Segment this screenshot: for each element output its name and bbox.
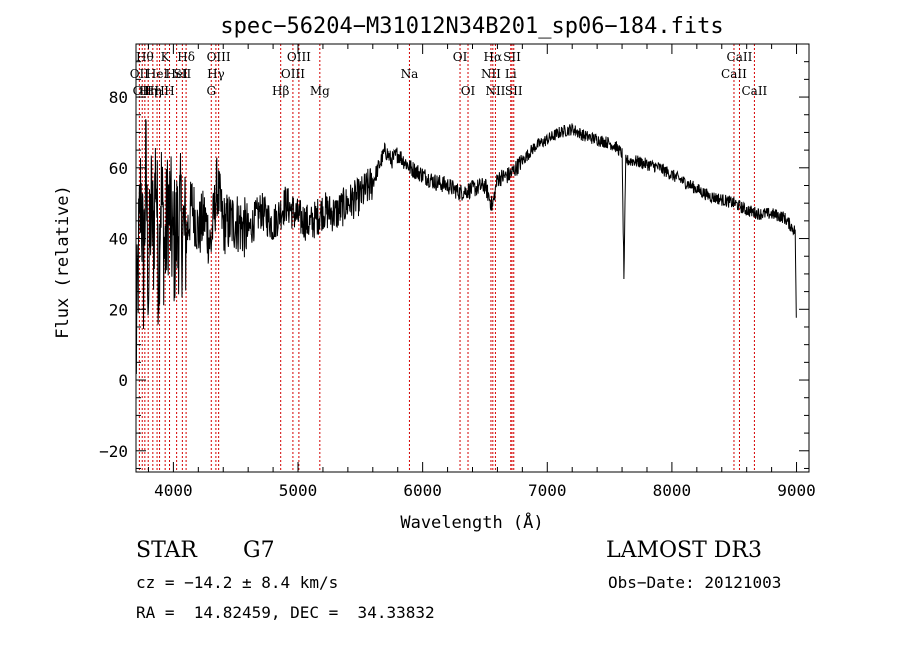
spectral-line-labels: OIIOIIHθHηHηHeIHKHHeISIIHδGHγOIIIHβOIIIO… xyxy=(130,50,768,98)
y-tick-label: 80 xyxy=(109,88,128,107)
line-label: Hδ xyxy=(177,50,195,64)
line-label: Hα xyxy=(484,50,503,64)
spectrum-line xyxy=(135,119,797,375)
line-label: SII xyxy=(174,67,192,81)
line-label: OI xyxy=(461,84,476,98)
axis-ticks: 4000 5000 6000 7000 8000 9000 −20 0 20 40 60 80 xyxy=(99,44,816,500)
object-class: STAR xyxy=(136,538,197,563)
line-label: Hγ xyxy=(207,67,225,81)
x-tick-label: 6000 xyxy=(403,481,442,500)
y-tick-label: 60 xyxy=(109,159,128,178)
line-label: H xyxy=(154,84,164,98)
line-label: OII xyxy=(133,84,153,98)
line-label: Li xyxy=(505,67,517,81)
line-label: SII xyxy=(505,84,523,98)
line-label: K xyxy=(161,50,171,64)
line-label: HeI xyxy=(146,67,169,81)
line-label: HeI xyxy=(165,67,188,81)
line-label: OIII xyxy=(287,50,311,64)
x-tick-label: 9000 xyxy=(777,481,816,500)
y-axis-label: Flux (relative) xyxy=(53,185,73,339)
plot-frame xyxy=(135,43,810,473)
survey-name: LAMOST DR3 xyxy=(606,538,762,563)
line-label: OI xyxy=(453,50,468,64)
line-label: Na xyxy=(401,67,419,81)
line-label: CaII xyxy=(721,67,747,81)
line-label: SII xyxy=(503,50,521,64)
object-subclass: G7 xyxy=(243,538,275,563)
line-label: Hη xyxy=(139,84,157,98)
x-tick-label: 7000 xyxy=(528,481,567,500)
spectrum-trace xyxy=(135,119,797,375)
line-label: G xyxy=(206,84,216,98)
line-label: Hβ xyxy=(272,84,289,98)
coordinates-text: RA = 14.82459, DEC = 34.33832 xyxy=(136,603,435,622)
line-label: Mg xyxy=(310,84,330,98)
y-tick-label: 20 xyxy=(109,300,128,319)
line-label: NII xyxy=(485,84,505,98)
line-label: OII xyxy=(130,67,150,81)
x-tick-label: 4000 xyxy=(154,481,193,500)
line-label: OIII xyxy=(207,50,231,64)
observation-date: Obs−Date: 20121003 xyxy=(608,573,782,592)
spectral-line-markers xyxy=(138,44,755,472)
y-tick-label: −20 xyxy=(99,442,128,461)
y-tick-label: 0 xyxy=(118,371,128,390)
y-tick-label: 40 xyxy=(109,230,128,249)
line-label: NII xyxy=(481,67,501,81)
x-tick-label: 8000 xyxy=(653,481,692,500)
line-label: OIII xyxy=(281,67,305,81)
chart-title: spec−56204−M31012N34B201_sp06−184.fits xyxy=(220,14,723,39)
redshift-text: cz = −14.2 ± 8.4 km/s xyxy=(136,573,339,592)
line-label: H xyxy=(164,84,174,98)
line-label: Hη xyxy=(144,84,162,98)
x-tick-label: 5000 xyxy=(279,481,318,500)
x-axis-label: Wavelength (Å) xyxy=(400,511,543,533)
line-label: CaII xyxy=(727,50,753,64)
line-label: Hθ xyxy=(136,50,154,64)
line-label: CaII xyxy=(741,84,767,98)
